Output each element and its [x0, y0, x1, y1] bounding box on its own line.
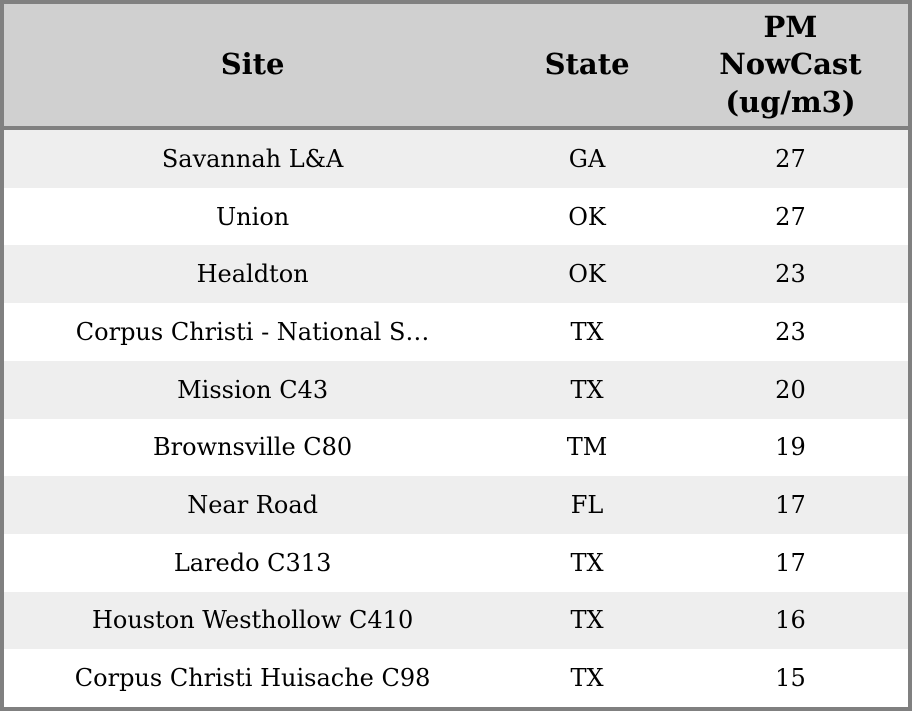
state-cell: FL [570, 491, 604, 520]
state-cell: TX [570, 606, 604, 635]
site-cell: Near Road [187, 491, 318, 520]
table-row: Near Road FL 17 [4, 476, 908, 534]
state-cell: TX [570, 317, 604, 346]
pm-value-cell: 16 [775, 606, 806, 635]
pm-value-cell: 17 [775, 548, 806, 577]
state-cell: GA [568, 144, 606, 173]
table-row: Laredo C313 TX 17 [4, 533, 908, 592]
state-cell: TX [570, 664, 604, 693]
table-row: Corpus Christi Huisache C98 TX 15 [4, 649, 908, 708]
column-header-pm-nowcast: PM NowCast (ug/m3) [719, 10, 862, 119]
table-row: Mission C43 TX 20 [4, 360, 908, 419]
site-cell: Savannah L&A [161, 144, 344, 173]
state-cell: TM [566, 433, 608, 462]
table-row: Houston Westhollow C410 TX 16 [4, 591, 908, 650]
column-header-site: Site [220, 47, 285, 82]
table-row: Union OK 27 [4, 187, 908, 246]
site-cell: Houston Westhollow C410 [91, 606, 414, 635]
state-cell: OK [568, 260, 606, 289]
site-cell: Healdton [196, 260, 309, 289]
table-row: Brownsville C80 TM 19 [4, 418, 908, 477]
column-header-state: State [544, 47, 630, 82]
site-cell: Brownsville C80 [152, 433, 353, 462]
pm-value-cell: 27 [775, 202, 806, 231]
pm-value-cell: 15 [775, 664, 806, 693]
site-cell: Laredo C313 [173, 548, 332, 577]
table-row: Corpus Christi - National S… TX 23 [4, 303, 908, 361]
state-cell: OK [568, 202, 606, 231]
table-header-row: Site State PM NowCast (ug/m3) [4, 4, 908, 130]
table-body: Savannah L&A GA 27 Union OK 27 Healdton … [4, 130, 908, 708]
site-cell: Corpus Christi Huisache C98 [74, 664, 431, 693]
state-cell: TX [570, 375, 604, 404]
site-cell: Corpus Christi - National S… [75, 317, 430, 346]
pm-value-cell: 20 [775, 375, 806, 404]
state-cell: TX [570, 548, 604, 577]
table-row: Healdton OK 23 [4, 245, 908, 304]
pm-value-cell: 19 [775, 433, 806, 462]
pm-value-cell: 23 [775, 260, 806, 289]
table-row: Savannah L&A GA 27 [4, 130, 908, 188]
site-cell: Union [215, 202, 290, 231]
site-cell: Mission C43 [177, 375, 329, 404]
pm-value-cell: 23 [775, 317, 806, 346]
pm-value-cell: 17 [775, 491, 806, 520]
pm-value-cell: 27 [775, 144, 806, 173]
